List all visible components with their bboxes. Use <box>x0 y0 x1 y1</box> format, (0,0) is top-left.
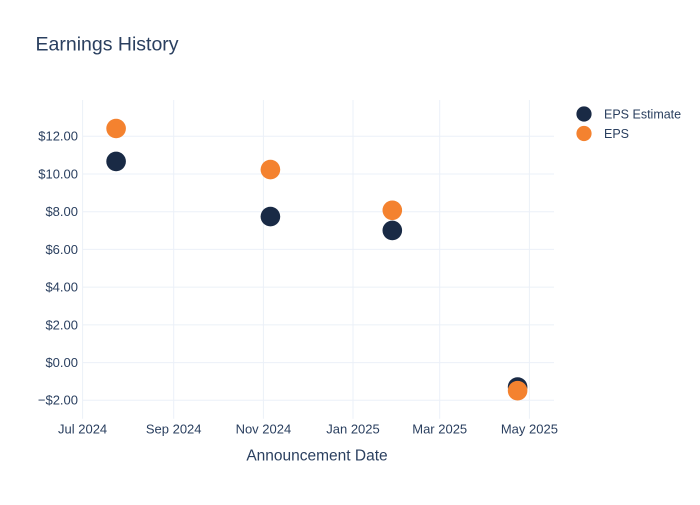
svg-text:EPS: EPS <box>604 127 629 141</box>
svg-text:$6.00: $6.00 <box>45 242 78 257</box>
svg-text:$0.00: $0.00 <box>45 355 78 370</box>
svg-text:Announcement Date: Announcement Date <box>246 447 387 464</box>
svg-text:$4.00: $4.00 <box>45 280 78 295</box>
svg-text:$12.00: $12.00 <box>38 129 78 144</box>
svg-text:$8.00: $8.00 <box>45 204 78 219</box>
svg-text:Sep 2024: Sep 2024 <box>146 422 202 437</box>
svg-text:−$2.00: −$2.00 <box>38 393 78 408</box>
svg-text:May 2025: May 2025 <box>501 422 558 437</box>
svg-text:Earnings History: Earnings History <box>36 34 179 56</box>
svg-text:$2.00: $2.00 <box>45 317 78 332</box>
svg-text:Mar 2025: Mar 2025 <box>412 422 467 437</box>
svg-text:$10.00: $10.00 <box>38 166 78 181</box>
svg-text:Jul 2024: Jul 2024 <box>58 422 107 437</box>
svg-text:Nov 2024: Nov 2024 <box>236 422 292 437</box>
svg-text:EPS Estimate: EPS Estimate <box>604 107 681 121</box>
svg-text:Jan 2025: Jan 2025 <box>326 422 380 437</box>
